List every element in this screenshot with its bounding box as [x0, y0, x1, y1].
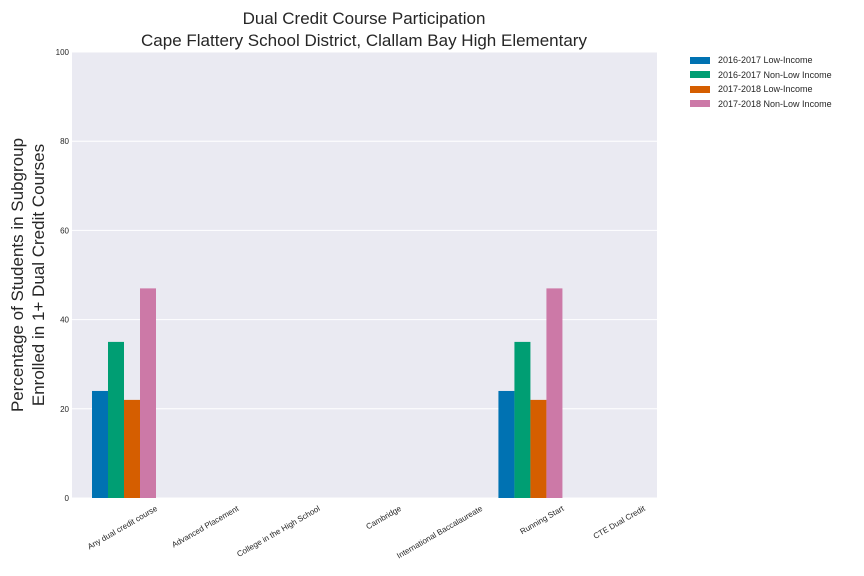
x-tick-label: Running Start — [519, 504, 567, 537]
legend-label: 2017-2018 Low-Income — [718, 84, 813, 95]
y-axis-label-line-2: Enrolled in 1+ Dual Credit Courses — [29, 144, 48, 406]
bar — [92, 390, 108, 498]
x-tick-label: CTE Dual Credit — [592, 504, 648, 541]
y-tick-label: 0 — [65, 494, 70, 503]
legend-swatch — [690, 85, 710, 93]
legend-swatch — [690, 100, 710, 108]
x-tick-label: Advanced Placement — [170, 504, 241, 550]
legend: 2016-2017 Low-Income 2016-2017 Non-Low In… — [690, 53, 832, 111]
y-tick-label: 20 — [60, 405, 69, 414]
y-tick-label: 80 — [60, 137, 69, 146]
legend-swatch — [690, 56, 710, 64]
grid-lines — [72, 51, 657, 499]
legend-swatch — [690, 71, 710, 79]
bar — [108, 341, 124, 498]
legend-label: 2016-2017 Low-Income — [718, 55, 813, 66]
x-tick-label: Cambridge — [364, 504, 403, 532]
y-tick-label: 60 — [60, 226, 69, 235]
legend-label: 2016-2017 Non-Low Income — [718, 69, 832, 80]
y-tick-label: 40 — [60, 316, 69, 325]
legend-item: 2016-2017 Low-Income — [690, 53, 832, 68]
bars — [92, 288, 563, 498]
x-axis-ticks: Any dual credit course Advanced Placement… — [86, 504, 647, 561]
legend-item: 2017-2018 Low-Income — [690, 82, 832, 97]
legend-item: 2016-2017 Non-Low Income — [690, 68, 832, 83]
chart-title-line-2: Cape Flattery School District, Clallam B… — [141, 31, 587, 50]
chart-title-line-1: Dual Credit Course Participation — [243, 9, 486, 28]
plot-background — [72, 52, 657, 498]
x-tick-label: College in the High School — [235, 504, 321, 559]
x-tick-label: Any dual credit course — [86, 504, 160, 552]
bar — [140, 288, 156, 498]
bar — [530, 399, 547, 498]
y-axis-ticks: 0 20 40 60 80 100 — [56, 48, 70, 503]
bar — [546, 288, 563, 498]
y-axis-label-line-1: Percentage of Students in Subgroup — [8, 138, 27, 412]
bar — [498, 390, 515, 498]
legend-label: 2017-2018 Non-Low Income — [718, 98, 832, 109]
x-tick-label: International Baccalaureate — [395, 504, 484, 561]
legend-item: 2017-2018 Non-Low Income — [690, 97, 832, 112]
bar — [514, 341, 531, 498]
bar — [124, 399, 140, 498]
y-tick-label: 100 — [56, 48, 70, 57]
